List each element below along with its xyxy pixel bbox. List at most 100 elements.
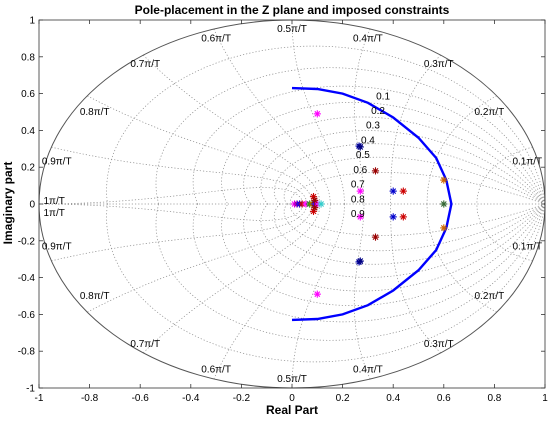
damping-curve	[283, 203, 546, 252]
pole-marker	[389, 187, 397, 195]
poles	[290, 110, 448, 298]
frequency-label: 0.9π/T	[42, 241, 72, 252]
damping-curve	[283, 156, 546, 205]
frequency-label: 1π/T	[44, 208, 65, 219]
damping-curve	[221, 101, 546, 205]
pole-marker	[311, 196, 319, 204]
frequency-curve	[87, 95, 313, 205]
damping-curve	[273, 143, 546, 205]
constraint-boundary	[291, 86, 453, 322]
damping-label: 0.4	[361, 135, 375, 146]
pole-marker	[356, 143, 364, 151]
x-tick-label: -0.4	[182, 393, 200, 404]
pole-marker	[356, 187, 364, 195]
frequency-curve	[353, 203, 371, 380]
x-tick-label: 0	[289, 393, 295, 404]
z-plane-grid	[38, 19, 546, 389]
damping-label: 0.1	[376, 91, 390, 102]
damping-label: 0.2	[371, 106, 385, 117]
x-tick-label: -0.2	[233, 393, 251, 404]
pole-marker	[440, 200, 448, 208]
pole-marker	[371, 233, 380, 241]
frequency-curve	[426, 95, 497, 205]
frequency-label: 0.8π/T	[80, 291, 110, 302]
frequency-curve	[51, 203, 308, 262]
damping-label: 0.9	[351, 209, 365, 220]
frequency-curve	[291, 19, 345, 205]
y-tick-label: 0.6	[21, 89, 35, 100]
frequency-curve	[476, 146, 533, 205]
damping-label: 0.6	[353, 165, 367, 176]
frequency-curve	[353, 28, 371, 205]
damping-curve	[155, 67, 546, 205]
y-tick-label: 0.2	[21, 163, 35, 174]
pole-marker	[399, 213, 407, 221]
chart-title: Pole-placement in the Z plane and impose…	[135, 3, 450, 17]
pole-marker	[313, 290, 321, 298]
y-tick-label: 0	[29, 200, 35, 211]
frequency-label: 0.9π/T	[42, 157, 72, 168]
frequency-curve	[87, 203, 313, 313]
frequency-label: 0.6π/T	[201, 33, 231, 44]
y-tick-label: 1	[29, 16, 35, 27]
x-tick-label: 0.6	[437, 393, 451, 404]
grid-labels: 0.1 0.2 0.3 0.4 0.5 0.6 0.7 0.8 0.9 0.1π/T 0.1π/T 0…	[42, 24, 542, 385]
frequency-label: 0.6π/T	[201, 365, 231, 376]
frequency-curve	[38, 187, 304, 205]
frequency-label: 0.1π/T	[512, 157, 542, 168]
frequency-label: 0.3π/T	[424, 339, 454, 350]
x-tick-label: 0.4	[386, 393, 400, 404]
damping-curve	[155, 203, 546, 341]
frequency-curve	[291, 203, 345, 389]
y-tick-label: -0.2	[18, 236, 36, 247]
damping-curve	[221, 203, 546, 307]
y-tick-label: -0.8	[18, 347, 36, 358]
pole-marker	[356, 213, 364, 221]
frequency-label: 0.5π/T	[277, 24, 307, 35]
pole-marker	[389, 213, 397, 221]
pole-marker	[356, 257, 364, 265]
pole-marker	[371, 167, 380, 175]
y-axis-label: Imaginary part	[1, 162, 15, 245]
x-tick-label: 0.8	[487, 393, 501, 404]
y-tick-label: 0.4	[21, 126, 35, 137]
damping-curve	[289, 203, 546, 236]
y-tick-label: 0.8	[21, 52, 35, 63]
damping-curve	[106, 45, 546, 205]
x-tick-label: -0.6	[132, 393, 150, 404]
y-tick-label: -0.6	[18, 310, 36, 321]
damping-label: 0.3	[366, 121, 380, 132]
frequency-curve	[213, 28, 331, 205]
pole-marker	[440, 176, 448, 184]
axes: -1 -0.8 -0.6 -0.4 -0.2 0 0.2 0.4 0.6 0.8 1 1 0.8 0.6 0…	[18, 16, 548, 405]
frequency-curve	[390, 203, 441, 354]
frequency-curve	[476, 203, 533, 262]
frequency-label: 0.4π/T	[353, 33, 383, 44]
frequency-label: 0.2π/T	[474, 107, 504, 118]
pole-marker	[313, 110, 321, 118]
frequency-label: 0.8π/T	[80, 107, 110, 118]
x-tick-label: 1	[542, 393, 548, 404]
x-tick-label: -0.8	[81, 393, 99, 404]
damping-curve	[106, 203, 546, 363]
frequency-curve	[390, 54, 441, 205]
pole-marker	[399, 187, 407, 195]
x-axis-label: Real Part	[266, 403, 318, 417]
constraint-boundary-curve	[291, 86, 453, 322]
frequency-curve	[213, 203, 331, 380]
frequency-label: 0.5π/T	[277, 374, 307, 385]
frequency-label: 1π/T	[44, 196, 65, 207]
damping-curve	[273, 203, 546, 265]
damping-curve	[192, 85, 546, 205]
x-tick-label: -1	[35, 393, 44, 404]
frequency-curve	[38, 203, 304, 221]
y-tick-label: -0.4	[18, 273, 36, 284]
frequency-label: 0.7π/T	[130, 339, 160, 350]
frequency-label: 0.7π/T	[130, 59, 160, 70]
damping-label: 0.7	[351, 180, 365, 191]
frequency-label: 0.2π/T	[474, 291, 504, 302]
pole-marker	[440, 224, 448, 232]
frequency-curve	[51, 146, 308, 205]
damping-label: 0.8	[351, 194, 365, 205]
